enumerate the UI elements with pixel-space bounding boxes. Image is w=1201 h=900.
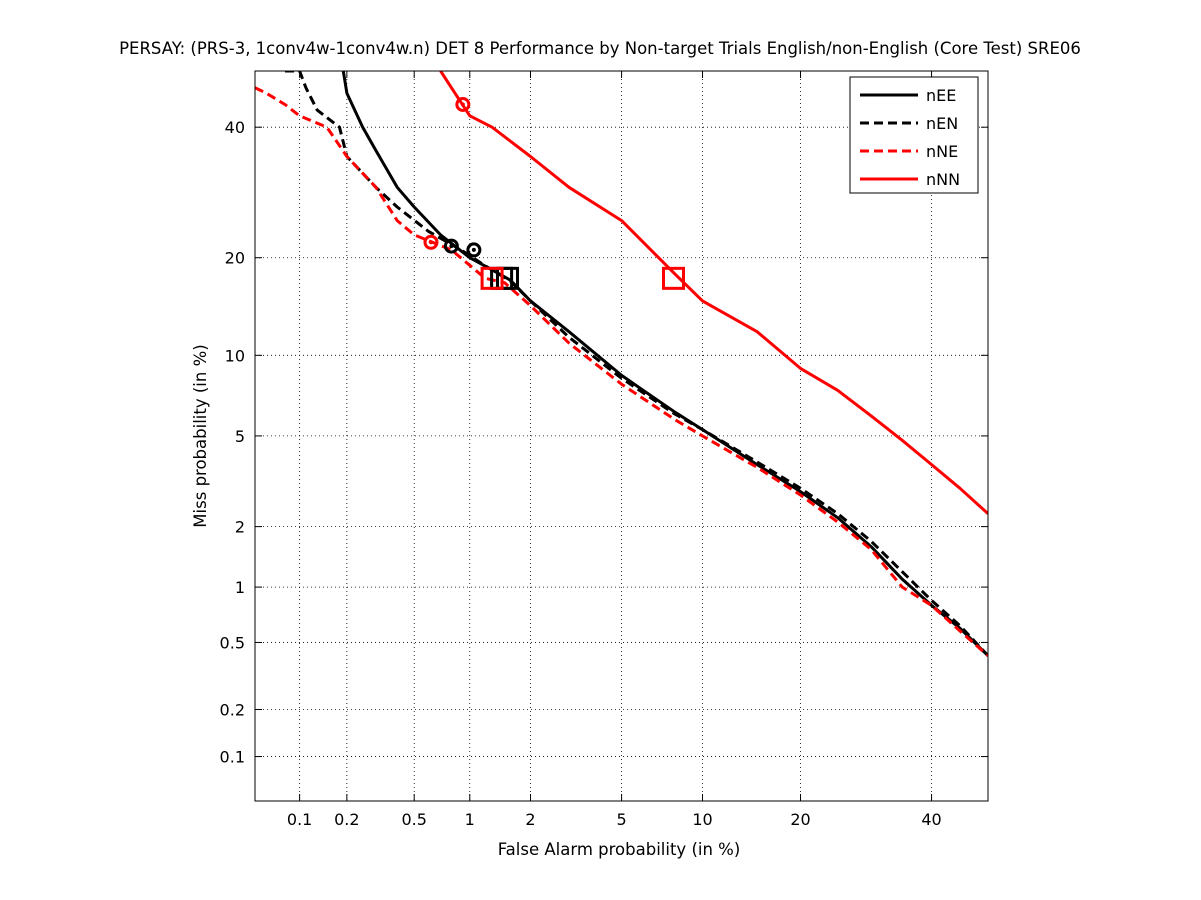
x-tick-label: 0.1 [287, 810, 312, 829]
x-axis-title: False Alarm probability (in %) [498, 840, 741, 859]
legend: nEE nEN nNE nNN [849, 76, 979, 194]
marker-circle-nNN [455, 96, 471, 112]
x-tick-label: 40 [921, 810, 941, 829]
marker-circle-nEN [443, 238, 459, 254]
x-tick-label: 2 [525, 810, 535, 829]
legend-label-nEN: nEN [926, 114, 958, 133]
marker-circle-nEE [466, 242, 482, 258]
y-tick-label: 0.2 [220, 701, 245, 720]
marker-circle-nNE [423, 234, 439, 250]
marker-square-nNE [480, 266, 504, 290]
curve-nNN [439, 71, 988, 515]
y-tick-label: 5 [235, 427, 245, 446]
marker-dot-nEE [471, 247, 476, 252]
curve-nEN [285, 71, 988, 657]
legend-label-nEE: nEE [926, 86, 956, 105]
y-axis-title: Miss probability (in %) [191, 344, 210, 527]
x-tick-label: 20 [790, 810, 810, 829]
marker-dot-nNE [428, 240, 433, 245]
y-tick-label: 0.1 [220, 748, 245, 767]
y-tick-label: 10 [225, 346, 245, 365]
legend-label-nNE: nNE [926, 142, 958, 161]
x-axis-ticks: 0.1 0.2 0.5 1 2 5 10 20 40 [287, 71, 942, 829]
marker-square-nNN [661, 266, 685, 290]
y-tick-label: 40 [225, 118, 245, 137]
curve-nEE [341, 71, 988, 657]
x-tick-label: 0.2 [334, 810, 359, 829]
legend-label-nNN: nNN [926, 170, 960, 189]
marker-dot-nEN [449, 244, 454, 249]
y-tick-label: 1 [235, 578, 245, 597]
x-tick-label: 1 [465, 810, 475, 829]
y-axis-ticks: 0.1 0.2 0.5 1 2 5 10 20 40 [220, 118, 988, 767]
y-tick-label: 2 [235, 518, 245, 537]
y-tick-label: 20 [225, 249, 245, 268]
operating-point-markers [423, 96, 685, 290]
x-tick-label: 0.5 [401, 810, 426, 829]
y-tick-label: 0.5 [220, 633, 245, 652]
x-tick-label: 5 [616, 810, 626, 829]
marker-dot-nNN [460, 102, 465, 107]
x-tick-label: 10 [692, 810, 712, 829]
chart-title: PERSAY: (PRS-3, 1conv4w-1conv4w.n) DET 8… [119, 39, 1081, 58]
det-curves [255, 71, 988, 657]
